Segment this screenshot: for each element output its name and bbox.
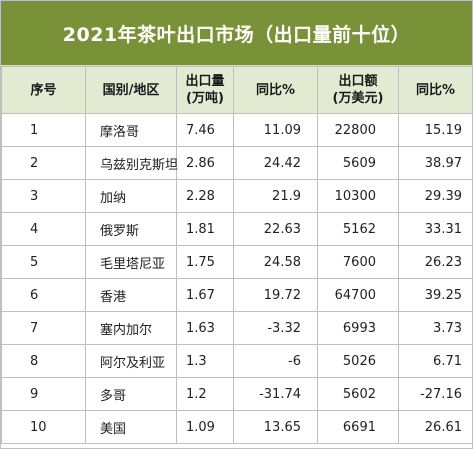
header-volume-label: 出口量 [185, 74, 225, 89]
table-row: 1 摩洛哥 7.46 11.09 22800 15.19 [1, 113, 473, 147]
cell-country: 乌兹别克斯坦 [85, 146, 178, 180]
cell-volume-yoy: 19.72 [233, 278, 318, 312]
cell-country: 摩洛哥 [85, 113, 177, 147]
header-rank: 序号 [1, 66, 86, 114]
cell-amount: 5026 [317, 344, 399, 378]
cell-rank: 1 [1, 113, 86, 147]
title-bar: 2021年茶叶出口市场（出口量前十位） [1, 1, 472, 66]
cell-amount-yoy: 26.61 [398, 410, 473, 444]
cell-volume: 7.46 [176, 113, 234, 147]
cell-amount: 64700 [317, 278, 399, 312]
cell-amount: 5602 [317, 377, 399, 411]
cell-rank: 10 [1, 410, 86, 444]
cell-volume-yoy: 21.9 [233, 179, 318, 213]
cell-amount: 6691 [317, 410, 399, 444]
header-volume-unit: (万吨) [186, 91, 224, 106]
cell-amount-yoy: 6.71 [398, 344, 473, 378]
header-amount-yoy: 同比% [398, 66, 473, 114]
cell-amount: 5162 [317, 212, 399, 246]
cell-rank: 2 [1, 146, 86, 180]
header-amount: 出口额 (万美元) [317, 66, 399, 114]
cell-volume: 1.81 [176, 212, 234, 246]
cell-amount-yoy: 39.25 [398, 278, 473, 312]
table-row: 10 美国 1.09 13.65 6691 26.61 [1, 410, 473, 444]
cell-volume: 2.86 [176, 146, 234, 180]
header-country: 国别/地区 [85, 66, 177, 114]
cell-volume-yoy: 13.65 [233, 410, 318, 444]
table-row: 7 塞内加尔 1.63 -3.32 6993 3.73 [1, 311, 473, 345]
cell-country: 塞内加尔 [85, 311, 177, 345]
cell-volume-yoy: -31.74 [233, 377, 318, 411]
cell-rank: 5 [1, 245, 86, 279]
export-markets-table: 序号 国别/地区 出口量 (万吨) 同比% 出口额 (万美元) 同比% 1 摩洛哥… [1, 66, 473, 444]
cell-amount-yoy: 15.19 [398, 113, 473, 147]
cell-rank: 4 [1, 212, 86, 246]
cell-amount-yoy: 26.23 [398, 245, 473, 279]
table-row: 9 多哥 1.2 -31.74 5602 -27.16 [1, 377, 473, 411]
cell-country: 阿尔及利亚 [85, 344, 177, 378]
cell-amount-yoy: 38.97 [398, 146, 473, 180]
cell-rank: 6 [1, 278, 86, 312]
table-row: 2 乌兹别克斯坦 2.86 24.42 5609 38.97 [1, 146, 473, 180]
cell-volume-yoy: 24.42 [233, 146, 318, 180]
cell-amount: 6993 [317, 311, 399, 345]
cell-amount: 22800 [317, 113, 399, 147]
cell-rank: 8 [1, 344, 86, 378]
table-title: 2021年茶叶出口市场（出口量前十位） [62, 23, 411, 46]
header-volume-yoy: 同比% [233, 66, 318, 114]
cell-country: 美国 [85, 410, 177, 444]
cell-volume: 1.63 [176, 311, 234, 345]
table-row: 6 香港 1.67 19.72 64700 39.25 [1, 278, 473, 312]
cell-country: 加纳 [85, 179, 177, 213]
cell-country: 俄罗斯 [85, 212, 177, 246]
header-amount-unit: (万美元) [332, 91, 384, 106]
cell-country: 香港 [85, 278, 177, 312]
cell-country: 多哥 [85, 377, 177, 411]
cell-volume: 1.2 [176, 377, 234, 411]
header-amount-label: 出口额 [338, 74, 378, 89]
cell-rank: 7 [1, 311, 86, 345]
cell-country: 毛里塔尼亚 [85, 245, 177, 279]
table-row: 4 俄罗斯 1.81 22.63 5162 33.31 [1, 212, 473, 246]
cell-volume-yoy: -3.32 [233, 311, 318, 345]
table-row: 5 毛里塔尼亚 1.75 24.58 7600 26.23 [1, 245, 473, 279]
cell-amount-yoy: 33.31 [398, 212, 473, 246]
cell-volume: 1.09 [176, 410, 234, 444]
cell-amount: 5609 [317, 146, 399, 180]
cell-volume: 1.67 [176, 278, 234, 312]
cell-volume-yoy: 24.58 [233, 245, 318, 279]
cell-amount: 7600 [317, 245, 399, 279]
cell-amount-yoy: 3.73 [398, 311, 473, 345]
table-row: 8 阿尔及利亚 1.3 -6 5026 6.71 [1, 344, 473, 378]
cell-volume-yoy: -6 [233, 344, 318, 378]
cell-rank: 3 [1, 179, 86, 213]
header-row: 序号 国别/地区 出口量 (万吨) 同比% 出口额 (万美元) 同比% [1, 66, 473, 114]
cell-volume: 1.75 [176, 245, 234, 279]
cell-amount-yoy: -27.16 [398, 377, 473, 411]
cell-rank: 9 [1, 377, 86, 411]
cell-volume: 1.3 [176, 344, 234, 378]
table-row: 3 加纳 2.28 21.9 10300 29.39 [1, 179, 473, 213]
cell-volume-yoy: 11.09 [233, 113, 318, 147]
cell-amount: 10300 [317, 179, 399, 213]
cell-volume-yoy: 22.63 [233, 212, 318, 246]
table-body: 1 摩洛哥 7.46 11.09 22800 15.19 2 乌兹别克斯坦 2.86 24.42 5… [1, 113, 473, 444]
header-volume: 出口量 (万吨) [176, 66, 234, 114]
cell-amount-yoy: 29.39 [398, 179, 473, 213]
cell-volume: 2.28 [176, 179, 234, 213]
